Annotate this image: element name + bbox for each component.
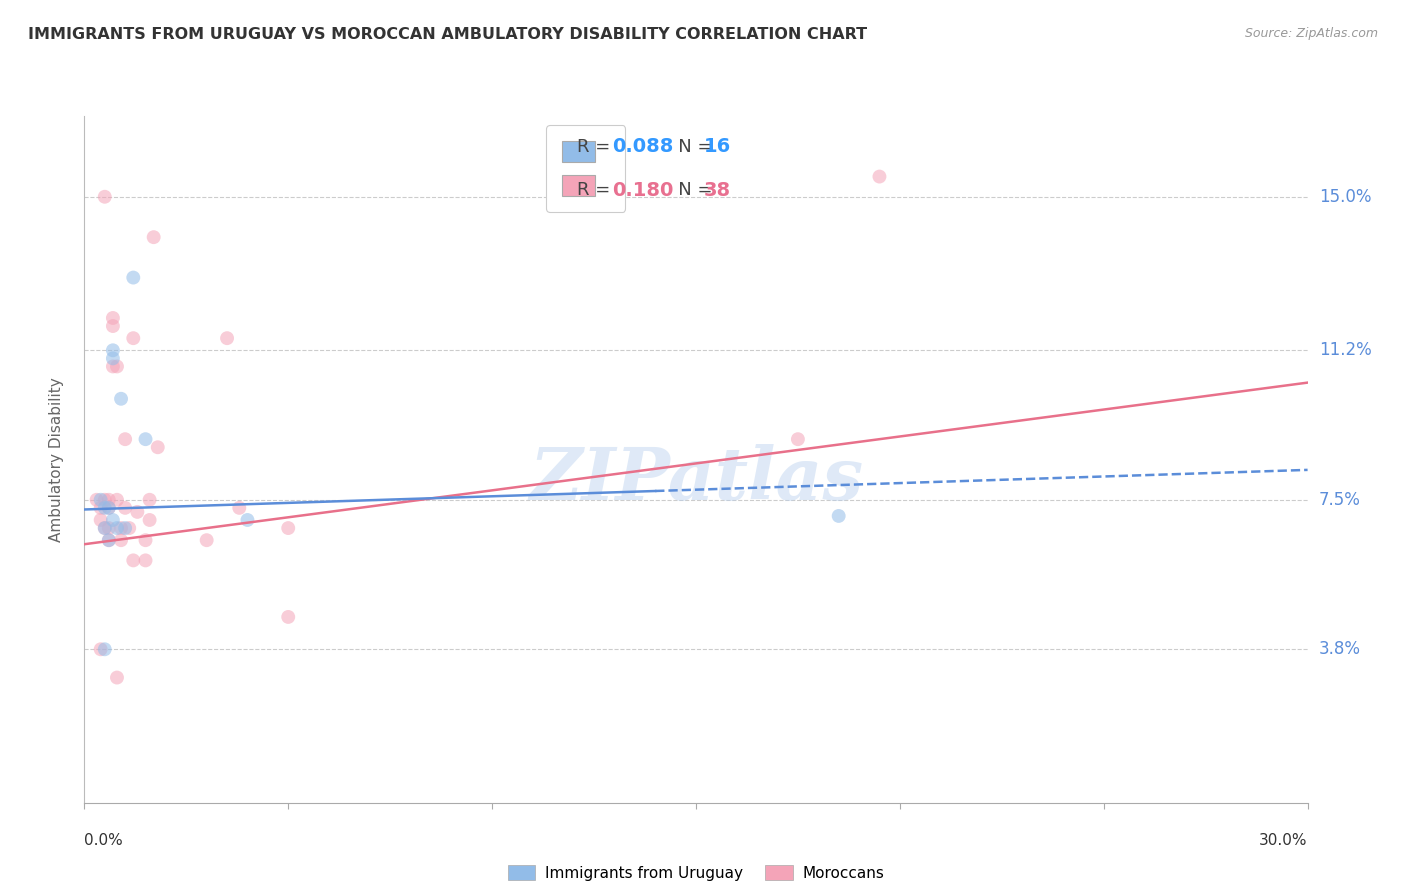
Point xyxy=(101,310,124,325)
Point xyxy=(142,230,165,244)
Point xyxy=(90,500,112,515)
Point xyxy=(101,351,124,366)
Text: 11.2%: 11.2% xyxy=(1319,342,1371,359)
Point xyxy=(114,500,136,515)
Point xyxy=(105,671,128,685)
Point xyxy=(122,331,145,345)
Text: 16: 16 xyxy=(703,137,731,156)
Point xyxy=(138,492,160,507)
Text: N =: N = xyxy=(661,181,718,199)
Point xyxy=(135,432,157,446)
Point xyxy=(236,513,259,527)
Point xyxy=(90,513,112,527)
Point xyxy=(97,533,120,548)
Text: 0.088: 0.088 xyxy=(612,137,673,156)
Point xyxy=(135,533,157,548)
Point xyxy=(228,500,250,515)
Text: R =: R = xyxy=(576,137,616,156)
Point xyxy=(118,521,141,535)
Point xyxy=(101,343,124,358)
Point xyxy=(105,359,128,374)
Point xyxy=(105,521,128,535)
Point xyxy=(101,513,124,527)
Point xyxy=(101,319,124,334)
Point xyxy=(869,169,891,184)
Point xyxy=(195,533,218,548)
Point xyxy=(787,432,810,446)
Point xyxy=(114,432,136,446)
Point xyxy=(93,190,115,204)
Point xyxy=(97,500,120,515)
Point xyxy=(110,521,132,535)
Point xyxy=(217,331,239,345)
Point xyxy=(135,553,157,567)
Point xyxy=(138,513,160,527)
Point xyxy=(277,521,299,535)
Point xyxy=(97,492,120,507)
Point xyxy=(97,521,120,535)
Text: N =: N = xyxy=(661,137,718,156)
Point xyxy=(97,533,120,548)
Point xyxy=(827,508,849,523)
Point xyxy=(105,492,128,507)
Point xyxy=(93,521,115,535)
Point xyxy=(93,521,115,535)
Point xyxy=(277,610,299,624)
Point xyxy=(97,500,120,515)
Text: IMMIGRANTS FROM URUGUAY VS MOROCCAN AMBULATORY DISABILITY CORRELATION CHART: IMMIGRANTS FROM URUGUAY VS MOROCCAN AMBU… xyxy=(28,27,868,42)
Y-axis label: Ambulatory Disability: Ambulatory Disability xyxy=(49,377,63,541)
Point xyxy=(146,440,169,454)
Text: 7.5%: 7.5% xyxy=(1319,491,1361,508)
Legend: Immigrants from Uruguay, Moroccans: Immigrants from Uruguay, Moroccans xyxy=(502,858,890,887)
Text: 15.0%: 15.0% xyxy=(1319,187,1371,206)
Point xyxy=(122,270,145,285)
Text: 3.8%: 3.8% xyxy=(1319,640,1361,658)
Point xyxy=(90,492,112,507)
Point xyxy=(93,500,115,515)
Text: 38: 38 xyxy=(703,180,731,200)
Text: 0.0%: 0.0% xyxy=(84,833,124,848)
Point xyxy=(110,533,132,548)
Text: 0.180: 0.180 xyxy=(612,180,673,200)
Point xyxy=(110,392,132,406)
Text: Source: ZipAtlas.com: Source: ZipAtlas.com xyxy=(1244,27,1378,40)
Point xyxy=(122,553,145,567)
Point xyxy=(93,492,115,507)
Point xyxy=(114,521,136,535)
Point xyxy=(86,492,108,507)
Point xyxy=(90,642,112,657)
Text: R =: R = xyxy=(576,181,616,199)
Point xyxy=(101,359,124,374)
Text: ZIPatlas: ZIPatlas xyxy=(529,444,863,516)
Point xyxy=(93,642,115,657)
Point xyxy=(127,505,149,519)
Text: 30.0%: 30.0% xyxy=(1260,833,1308,848)
